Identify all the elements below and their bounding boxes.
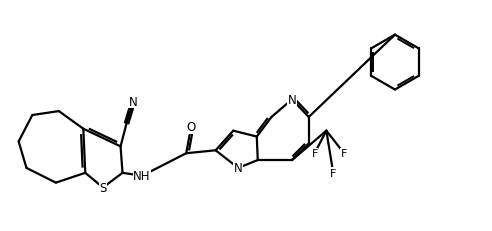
Text: N: N	[288, 93, 297, 106]
Text: N: N	[129, 95, 138, 108]
Text: N: N	[234, 162, 243, 175]
Text: F: F	[341, 149, 347, 158]
Text: S: S	[99, 181, 107, 194]
Text: NH: NH	[133, 170, 151, 182]
Text: F: F	[311, 149, 318, 158]
Text: F: F	[330, 168, 337, 178]
Text: O: O	[186, 121, 196, 134]
